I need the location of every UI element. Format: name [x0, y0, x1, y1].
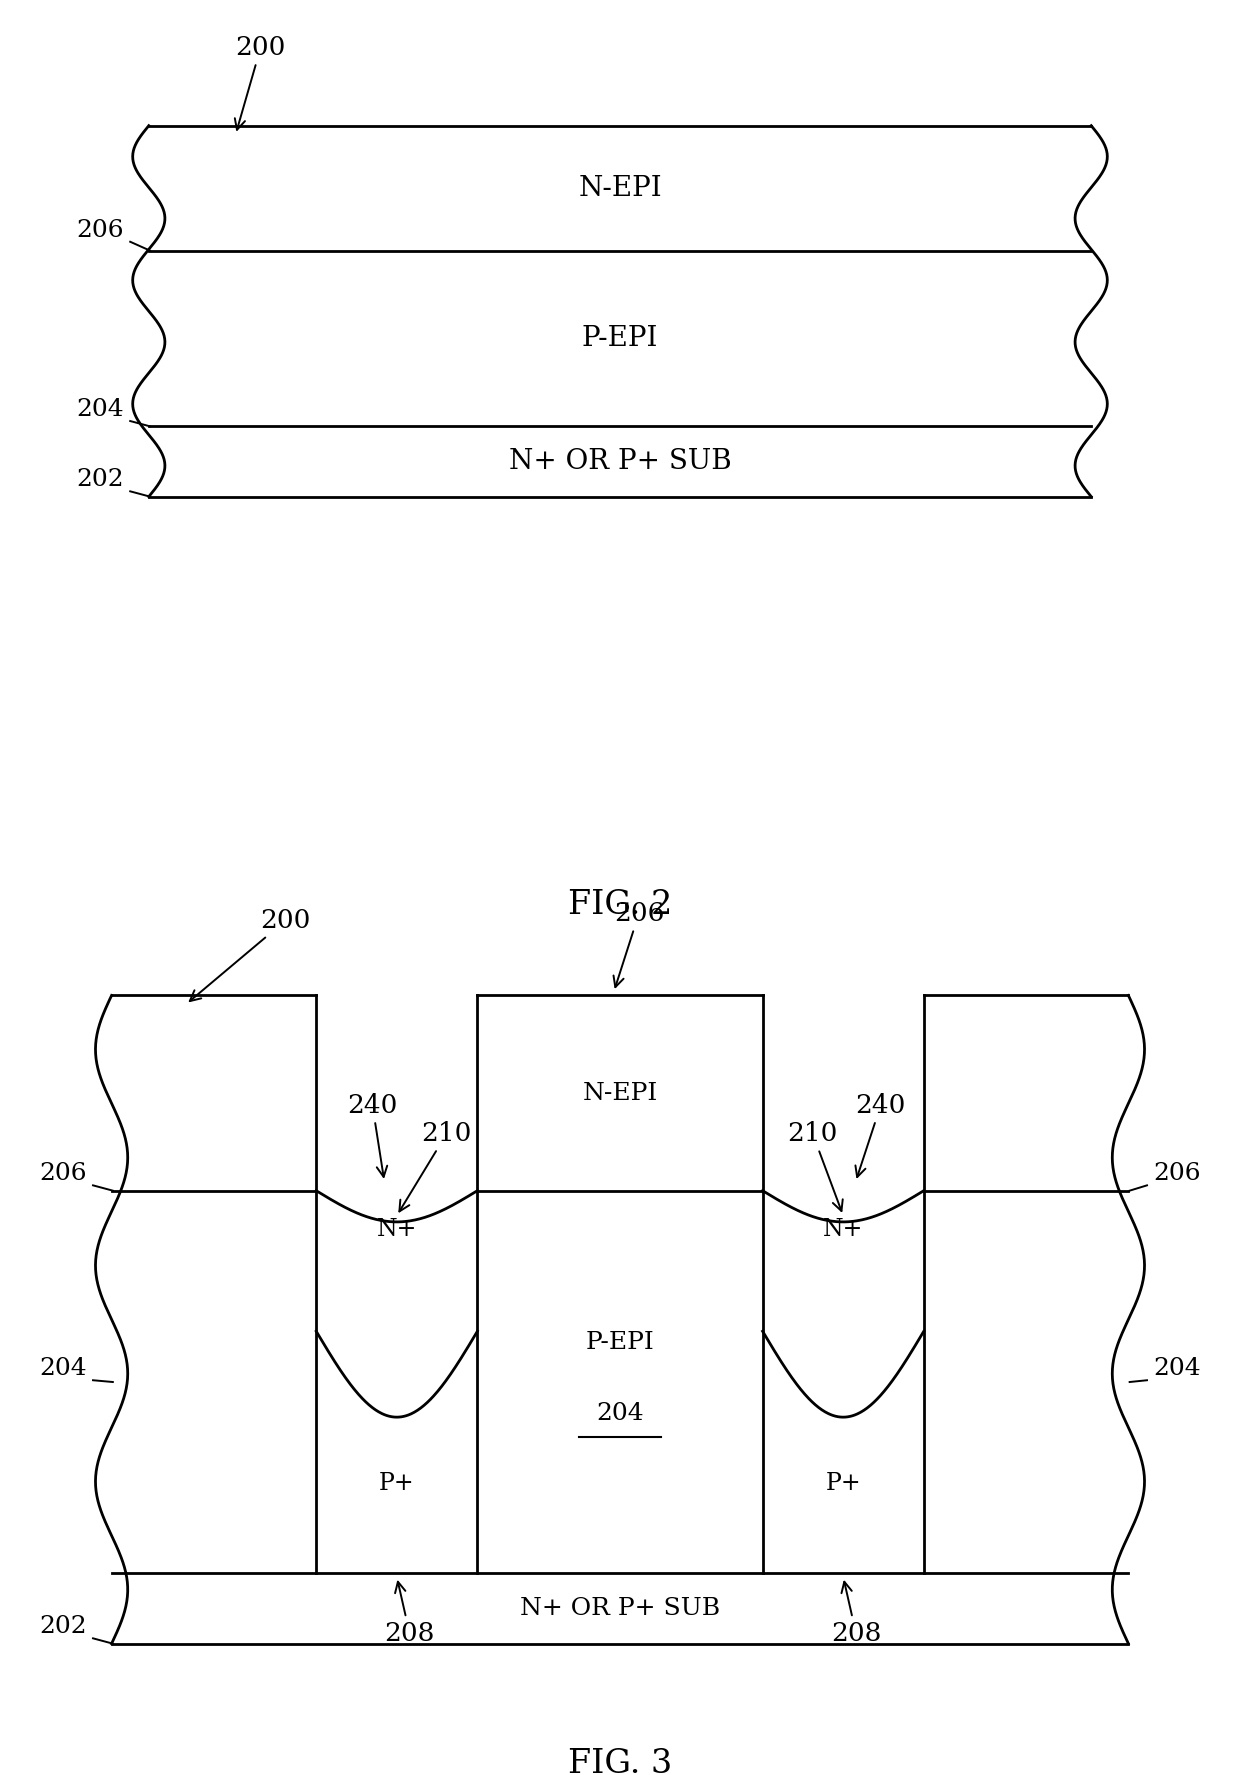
Text: N-EPI: N-EPI — [578, 174, 662, 202]
Text: 240: 240 — [856, 1093, 906, 1177]
Text: 208: 208 — [831, 1582, 882, 1645]
Text: 210: 210 — [787, 1122, 843, 1211]
Text: 204: 204 — [77, 398, 124, 421]
Text: 200: 200 — [234, 36, 286, 130]
Text: FIG. 2: FIG. 2 — [568, 889, 672, 921]
Text: 204: 204 — [40, 1358, 87, 1381]
Text: P-EPI: P-EPI — [585, 1331, 655, 1354]
Text: P-EPI: P-EPI — [582, 325, 658, 351]
Text: 210: 210 — [399, 1122, 472, 1211]
Text: 206: 206 — [40, 1163, 87, 1186]
Text: 204: 204 — [596, 1402, 644, 1425]
Text: N-EPI: N-EPI — [583, 1081, 657, 1104]
Text: P+: P+ — [379, 1471, 414, 1495]
Text: 202: 202 — [40, 1615, 87, 1638]
Text: 204: 204 — [1153, 1358, 1200, 1381]
Text: N+: N+ — [823, 1218, 863, 1241]
Text: 208: 208 — [384, 1582, 435, 1645]
Text: 202: 202 — [77, 469, 124, 492]
Text: 200: 200 — [190, 909, 311, 1001]
Text: 240: 240 — [347, 1093, 398, 1177]
Text: FIG. 3: FIG. 3 — [568, 1748, 672, 1775]
Text: 206: 206 — [614, 902, 665, 987]
Text: N+: N+ — [377, 1218, 417, 1241]
Text: P+: P+ — [826, 1471, 861, 1495]
Text: N+ OR P+ SUB: N+ OR P+ SUB — [520, 1598, 720, 1621]
Text: 206: 206 — [1153, 1163, 1200, 1186]
Text: N+ OR P+ SUB: N+ OR P+ SUB — [508, 447, 732, 476]
Text: 206: 206 — [77, 218, 124, 241]
